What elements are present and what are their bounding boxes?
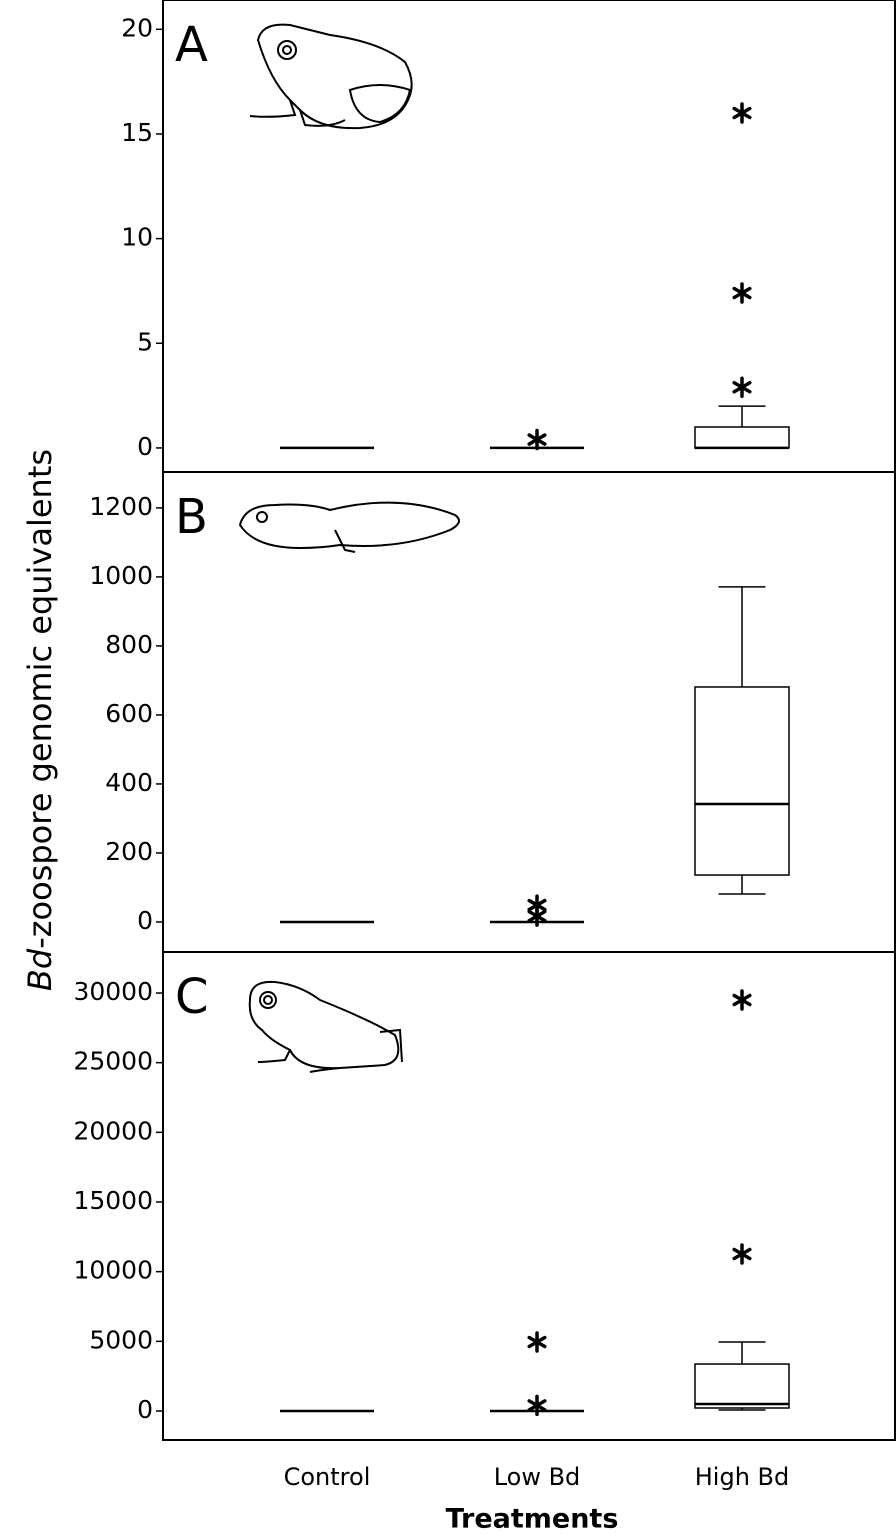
y-tick-label: 0 (137, 432, 153, 461)
outlier-stroke (527, 1335, 547, 1349)
panel-frame (162, 951, 896, 1441)
panel-frame (162, 0, 896, 473)
tadpole-illustration (238, 501, 460, 553)
outlier (527, 428, 547, 451)
outlier (527, 905, 547, 927)
outlier (527, 1394, 547, 1417)
y-tick-label: 1200 (89, 492, 153, 521)
outlier (732, 102, 752, 124)
outlier (732, 1243, 752, 1265)
outlier-stroke (527, 909, 547, 923)
y-tick-label: 5 (137, 327, 153, 356)
box (694, 1363, 790, 1409)
outlier (732, 376, 752, 398)
y-tick-label: 15 (121, 118, 153, 147)
y-tick-label: 1000 (89, 561, 153, 590)
y-tick-label: 600 (105, 699, 153, 728)
outlier-stroke (527, 433, 547, 446)
outlier-stroke (527, 898, 547, 912)
x-tick-label: Control (284, 1463, 371, 1491)
y-tick-label: 5000 (89, 1325, 153, 1354)
y-tick-label: 25000 (73, 1047, 153, 1076)
frog-illustration (249, 23, 413, 130)
outlier (732, 989, 752, 1011)
y-tick-label: 0 (137, 1395, 153, 1424)
y-tick-label: 400 (105, 768, 153, 797)
y-tick-label: 200 (105, 837, 153, 866)
x-axis-title: Treatments (446, 1504, 619, 1534)
outlier-stroke (732, 286, 752, 300)
y-tick-label: 800 (105, 630, 153, 659)
y-tick-label: 10000 (73, 1256, 153, 1285)
y-tick-label: 15000 (73, 1186, 153, 1215)
x-tick-label: High Bd (695, 1463, 790, 1491)
outlier-stroke (732, 106, 752, 120)
x-tick-label: Low Bd (494, 1463, 581, 1491)
y-tick-label: 30000 (73, 977, 153, 1006)
frog-illustration (248, 980, 403, 1073)
outlier (527, 1331, 547, 1353)
outlier (732, 282, 752, 304)
box (694, 426, 790, 449)
panel-label: C (175, 969, 209, 1025)
y-axis-title: Bd-zoospore genomic equivalents (21, 449, 59, 991)
panel-label: B (175, 489, 208, 545)
y-tick-label: 20000 (73, 1116, 153, 1145)
outlier-stroke (732, 380, 752, 394)
outlier-stroke (732, 993, 752, 1007)
panel-label: A (175, 17, 208, 73)
outlier-stroke (732, 1247, 752, 1261)
y-tick-label: 0 (137, 906, 153, 935)
y-tick-label: 20 (121, 13, 153, 42)
y-tick-label: 10 (121, 223, 153, 252)
box (694, 686, 790, 876)
outlier-stroke (527, 1399, 547, 1412)
